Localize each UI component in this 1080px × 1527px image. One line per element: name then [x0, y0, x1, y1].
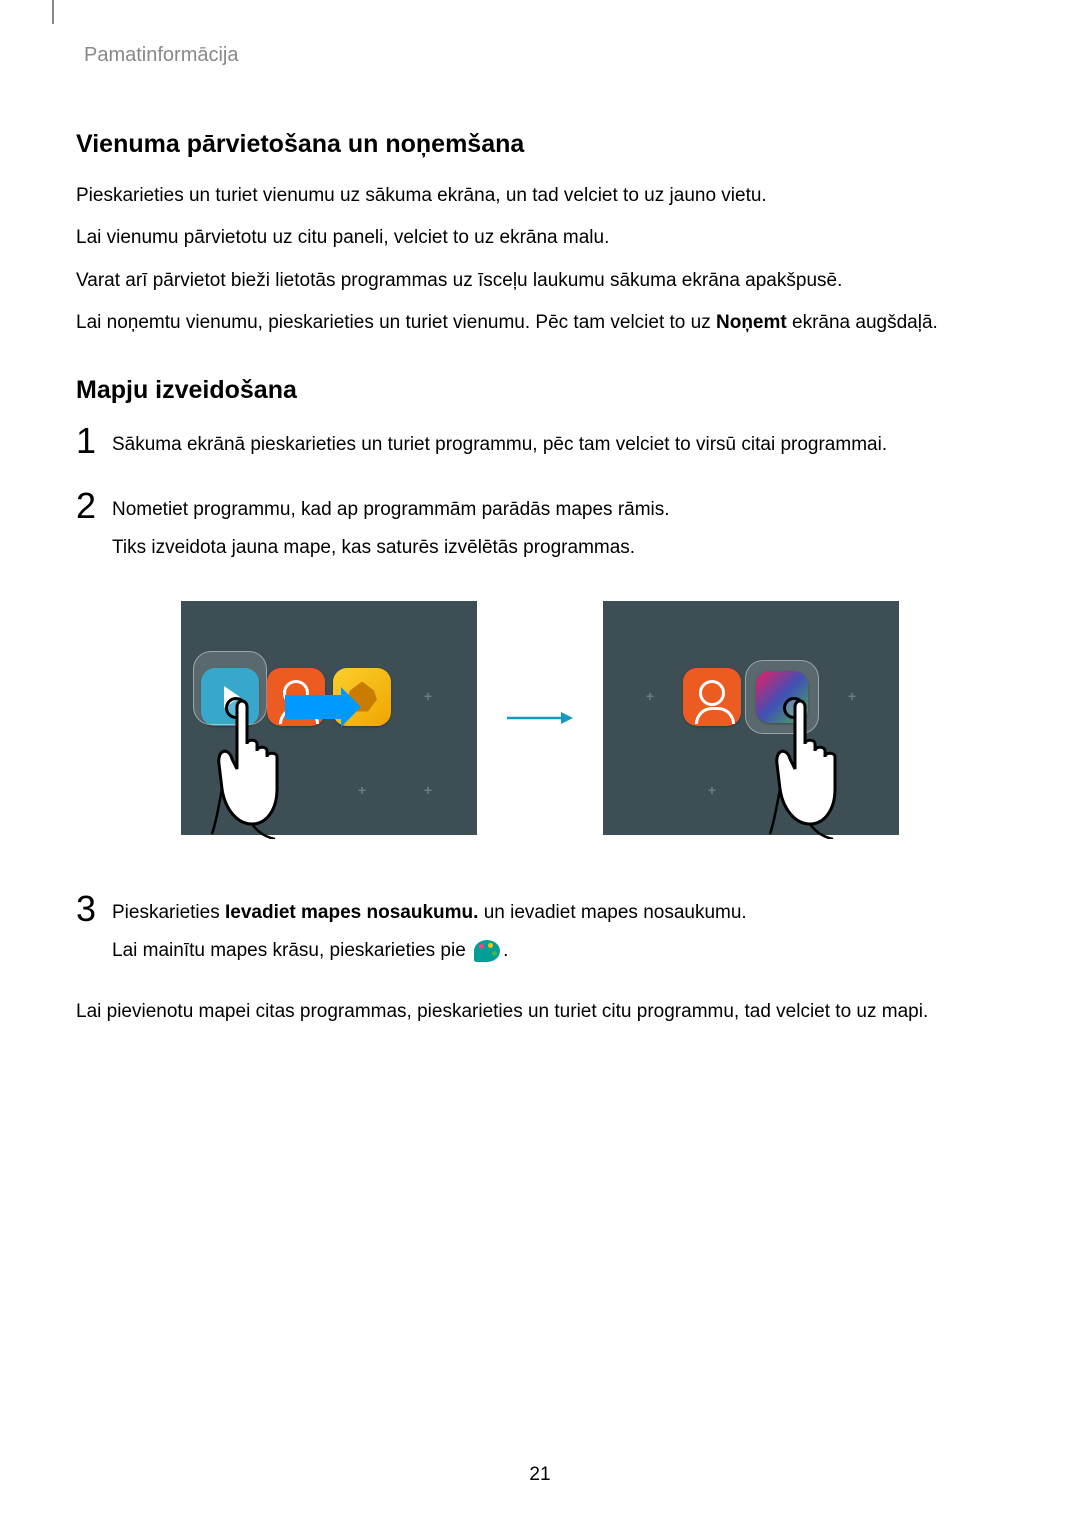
slot-empty [199, 751, 261, 831]
para-4-c: ekrāna augšdaļā. [787, 312, 938, 333]
plus-icon: + [424, 686, 432, 707]
margin-tick [52, 0, 54, 24]
slot-plus-r1: + [621, 657, 679, 737]
step-number-3: 3 [76, 891, 112, 927]
step-3-2a: Lai mainītu mapes krāsu, pieskarieties p… [112, 940, 471, 961]
section-title-2: Mapju izveidošana [76, 372, 1004, 410]
step-3-c: un ievadiet mapes nosaukumu. [478, 902, 746, 923]
para-2: Lai vienumu pārvietotu uz citu paneli, v… [76, 224, 1004, 253]
step-3-2b: . [503, 940, 508, 961]
touch-indicator [225, 697, 247, 719]
step-3-a: Pieskarieties [112, 902, 225, 923]
slot-empty-r1 [621, 751, 679, 831]
plus-icon: + [424, 780, 432, 801]
folder-figure: + + + [76, 601, 1004, 835]
slot-plus-r3: + [683, 751, 741, 831]
para-3: Varat arī pārvietot bieži lietotās progr… [76, 267, 1004, 296]
step-3-line-1: Pieskarieties Ievadiet mapes nosaukumu. … [112, 899, 1004, 928]
step-3-line-2: Lai mainītu mapes krāsu, pieskarieties p… [112, 937, 1004, 966]
para-4-bold: Noņemt [716, 312, 787, 333]
chapter-header: Pamatinformācija [84, 40, 1004, 70]
step-number-1: 1 [76, 423, 112, 459]
plus-icon: + [708, 780, 716, 801]
plus-icon: + [646, 686, 654, 707]
step-2-text-2: Tiks izveidota jauna mape, kas saturēs i… [112, 534, 1004, 563]
slot-contact-r [683, 657, 741, 737]
slot-plus-r4: + [745, 751, 819, 831]
palette-icon [474, 940, 500, 962]
section-creating-folders: Mapju izveidošana 1 Sākuma ekrānā pieska… [76, 372, 1004, 1027]
slot-empty-r2 [823, 751, 881, 831]
para-4: Lai noņemtu vienumu, pieskarieties un tu… [76, 309, 1004, 338]
slot-plus-2: + [331, 751, 393, 831]
para-1: Pieskarieties un turiet vienumu uz sākum… [76, 182, 1004, 211]
folder-frame [745, 660, 819, 734]
plus-icon: + [778, 780, 786, 801]
screen-before: + + + [181, 601, 477, 835]
step-2-text-1: Nometiet programmu, kad ap programmām pa… [112, 496, 1004, 525]
step-number-2: 2 [76, 488, 112, 524]
section-moving-removing: Vienuma pārvietošana un noņemšana Pieska… [76, 126, 1004, 338]
plus-icon: + [358, 780, 366, 801]
slot-plus-3: + [397, 751, 459, 831]
step-body-1: Sākuma ekrānā pieskarieties un turiet pr… [112, 427, 1004, 470]
slot-folder [745, 657, 819, 737]
step-3-bold: Ievadiet mapes nosaukumu. [225, 902, 478, 923]
section-title-1: Vienuma pārvietošana un noņemšana [76, 126, 1004, 164]
closing-para: Lai pievienotu mapei citas programmas, p… [76, 998, 1004, 1027]
icon-grid-left: + + + [199, 657, 459, 831]
step-body-2: Nometiet programmu, kad ap programmām pa… [112, 492, 1004, 573]
transition-arrow-icon [505, 708, 575, 728]
page-number: 21 [0, 1461, 1080, 1490]
plus-icon: + [848, 686, 856, 707]
document-page: Pamatinformācija Vienuma pārvietošana un… [0, 0, 1080, 1527]
step-1: 1 Sākuma ekrānā pieskarieties un turiet … [76, 427, 1004, 470]
slot-video [199, 657, 261, 737]
icon-grid-right: + + + + [621, 657, 881, 831]
step-2: 2 Nometiet programmu, kad ap programmām … [76, 492, 1004, 573]
drag-arrow-icon [285, 695, 345, 719]
screen-after: + + + + [603, 601, 899, 835]
slot-plus-1: + [397, 657, 459, 737]
slot-empty2 [265, 751, 327, 831]
contact-app-icon [683, 668, 741, 726]
step-body-3: Pieskarieties Ievadiet mapes nosaukumu. … [112, 895, 1004, 976]
slot-plus-r2: + [823, 657, 881, 737]
para-4-a: Lai noņemtu vienumu, pieskarieties un tu… [76, 312, 716, 333]
step-1-text: Sākuma ekrānā pieskarieties un turiet pr… [112, 431, 1004, 460]
touch-indicator-right [783, 697, 805, 719]
step-3: 3 Pieskarieties Ievadiet mapes nosaukumu… [76, 895, 1004, 976]
